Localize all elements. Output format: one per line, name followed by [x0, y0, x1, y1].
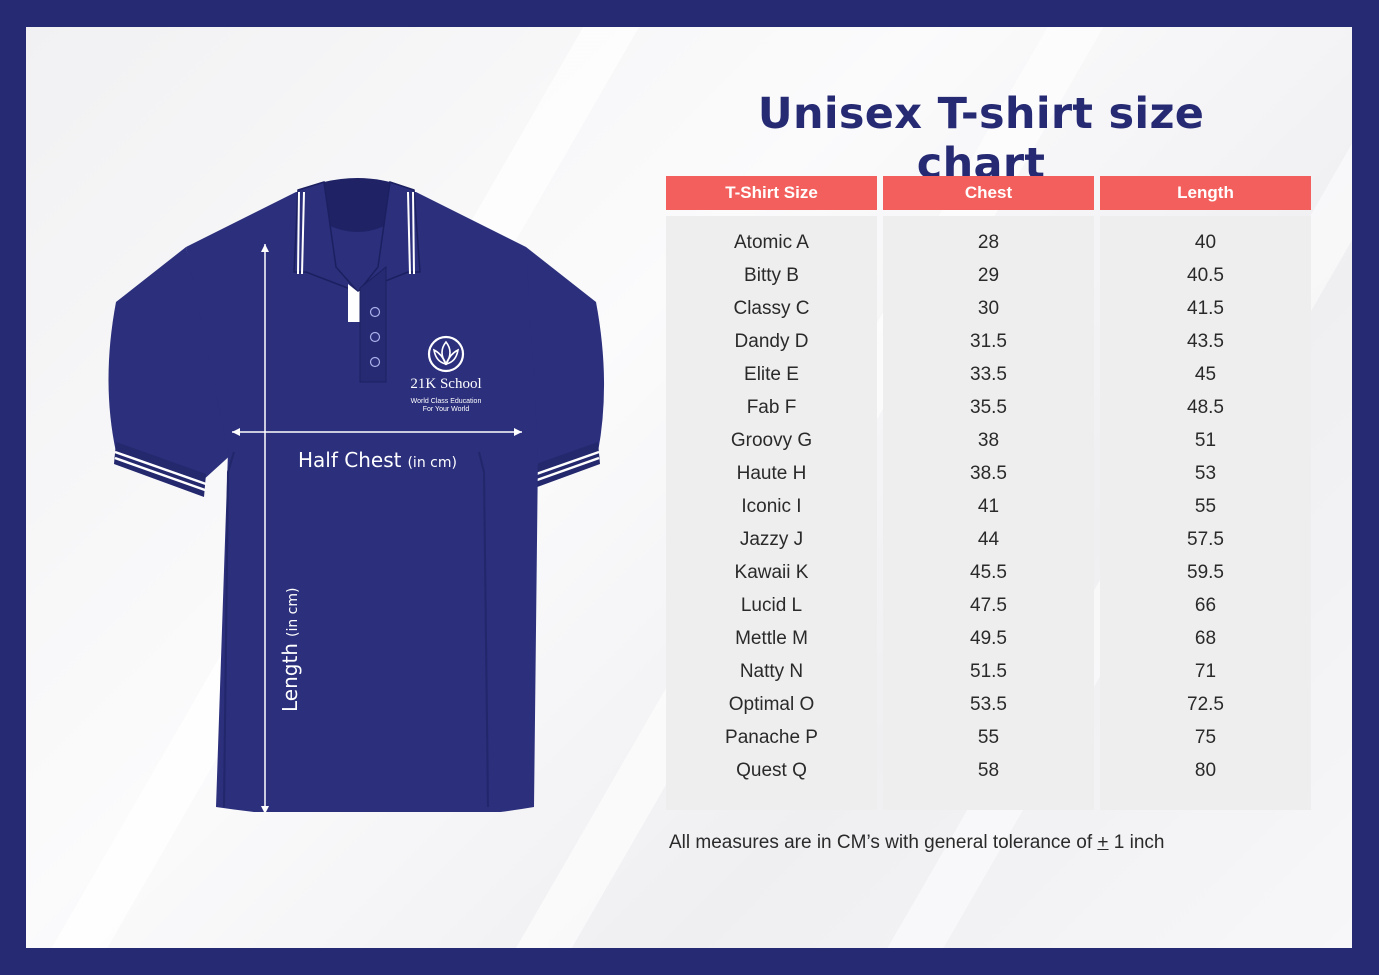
table-row: Classy C 30 41.5: [666, 292, 1311, 325]
left-cuff: [114, 442, 207, 497]
left-sleeve: [108, 247, 234, 482]
logo-name: 21K School: [410, 376, 481, 392]
table-row: Dandy D 31.5 43.5: [666, 325, 1311, 358]
length-cell: 80: [1100, 754, 1311, 787]
chest-cell: 51.5: [883, 655, 1094, 688]
chest-cell: 38: [883, 424, 1094, 457]
size-cell: Kawaii K: [666, 556, 877, 589]
table-row: Haute H 38.5 53: [666, 457, 1311, 490]
length-cell: 43.5: [1100, 325, 1311, 358]
length-cell: 72.5: [1100, 688, 1311, 721]
size-cell: Elite E: [666, 358, 877, 391]
table-row: Lucid L 47.5 66: [666, 589, 1311, 622]
size-cell: Panache P: [666, 721, 877, 754]
chest-cell: 33.5: [883, 358, 1094, 391]
chest-cell: 55: [883, 721, 1094, 754]
length-cell: 66: [1100, 589, 1311, 622]
tshirt-illustration: 21K School World Class Education For You…: [108, 178, 605, 812]
school-logo: 21K School World Class Education For You…: [410, 335, 482, 413]
header-tshirt-size: T-Shirt Size: [666, 176, 877, 210]
size-cell: Classy C: [666, 292, 877, 325]
length-cell: 55: [1100, 490, 1311, 523]
length-cell: 71: [1100, 655, 1311, 688]
chest-cell: 31.5: [883, 325, 1094, 358]
chest-cell: 38.5: [883, 457, 1094, 490]
table-row: Natty N 51.5 71: [666, 655, 1311, 688]
plus-minus-symbol: +: [1097, 832, 1109, 853]
length-arrow: [261, 244, 269, 812]
size-cell: Quest Q: [666, 754, 877, 787]
chest-cell: 45.5: [883, 556, 1094, 589]
lotus-icon: [427, 335, 465, 373]
chest-cell: 53.5: [883, 688, 1094, 721]
header-chest: Chest: [883, 176, 1094, 210]
length-cell: 40: [1100, 226, 1311, 259]
size-cell: Natty N: [666, 655, 877, 688]
size-cell: Mettle M: [666, 622, 877, 655]
table-row: Mettle M 49.5 68: [666, 622, 1311, 655]
half-chest-label: Half Chest (in cm): [298, 448, 457, 472]
button-icon: [369, 306, 381, 318]
table-row: Jazzy J 44 57.5: [666, 523, 1311, 556]
length-cell: 75: [1100, 721, 1311, 754]
size-cell: Jazzy J: [666, 523, 877, 556]
button-icon: [369, 356, 381, 368]
size-cell: Dandy D: [666, 325, 877, 358]
logo-tagline-2: For Your World: [423, 406, 470, 413]
table-row: Groovy G 38 51: [666, 424, 1311, 457]
logo-tagline-1: World Class Education: [411, 398, 482, 405]
chest-cell: 49.5: [883, 622, 1094, 655]
size-cell: Optimal O: [666, 688, 877, 721]
length-cell: 45: [1100, 358, 1311, 391]
table-row: Quest Q 58 80: [666, 754, 1311, 787]
shirt-body: [186, 192, 538, 812]
length-cell: 59.5: [1100, 556, 1311, 589]
table-row: Optimal O 53.5 72.5: [666, 688, 1311, 721]
length-cell: 40.5: [1100, 259, 1311, 292]
header-length: Length: [1100, 176, 1311, 210]
size-table: T-Shirt Size Chest Length Atomic A 28 40 B…: [660, 176, 1317, 810]
length-cell: 68: [1100, 622, 1311, 655]
size-cell: Atomic A: [666, 226, 877, 259]
size-cell: Iconic I: [666, 490, 877, 523]
chest-cell: 44: [883, 523, 1094, 556]
size-cell: Bitty B: [666, 259, 877, 292]
table-row: Atomic A 28 40: [666, 226, 1311, 259]
length-cell: 57.5: [1100, 523, 1311, 556]
length-cell: 48.5: [1100, 391, 1311, 424]
length-cell: 41.5: [1100, 292, 1311, 325]
content-panel: Unisex T-shirt size chart: [26, 27, 1352, 948]
table-row: Panache P 55 75: [666, 721, 1311, 754]
table-row: Kawaii K 45.5 59.5: [666, 556, 1311, 589]
chest-cell: 58: [883, 754, 1094, 787]
table-row: Fab F 35.5 48.5: [666, 391, 1311, 424]
size-cell: Groovy G: [666, 424, 877, 457]
collar: [293, 178, 421, 383]
chest-cell: 29: [883, 259, 1094, 292]
table-row: Iconic I 41 55: [666, 490, 1311, 523]
page-title: Unisex T-shirt size chart: [757, 89, 1205, 189]
half-chest-arrow: [232, 428, 522, 436]
chest-cell: 30: [883, 292, 1094, 325]
tolerance-note: All measures are in CM’s with general to…: [669, 832, 1165, 853]
chest-cell: 35.5: [883, 391, 1094, 424]
table-row: Elite E 33.5 45: [666, 358, 1311, 391]
chest-cell: 28: [883, 226, 1094, 259]
size-cell: Haute H: [666, 457, 877, 490]
table-row: Bitty B 29 40.5: [666, 259, 1311, 292]
button-icon: [369, 331, 381, 343]
chest-cell: 41: [883, 490, 1094, 523]
size-cell: Fab F: [666, 391, 877, 424]
chest-cell: 47.5: [883, 589, 1094, 622]
length-cell: 51: [1100, 424, 1311, 457]
length-label: Length(in cm): [278, 588, 302, 712]
size-cell: Lucid L: [666, 589, 877, 622]
length-cell: 53: [1100, 457, 1311, 490]
